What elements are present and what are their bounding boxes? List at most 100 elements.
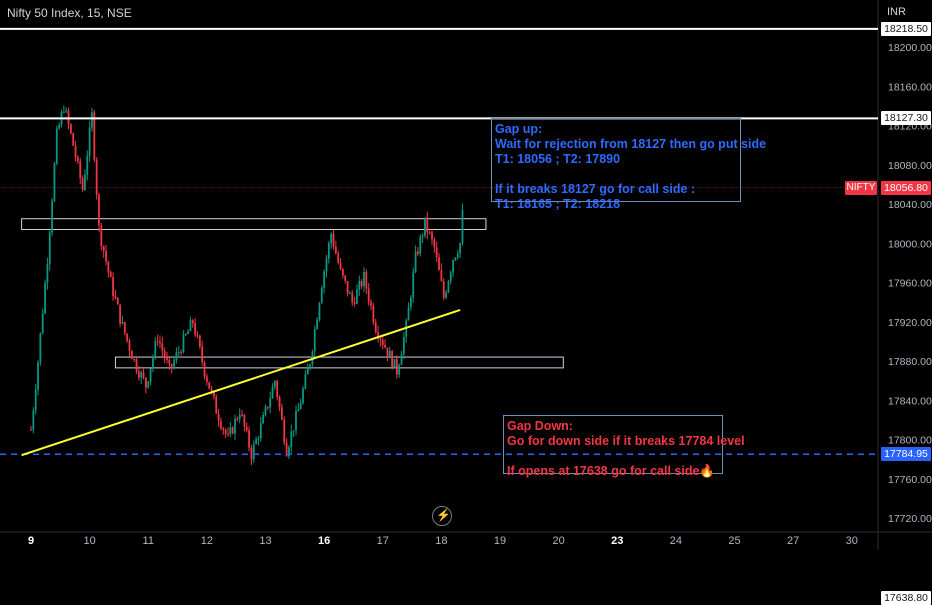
candle-body (295, 411, 297, 431)
candle-body (238, 414, 241, 420)
candle-body (163, 350, 166, 359)
candle-body (62, 111, 65, 113)
chart-title: Nifty 50 Index, 15, NSE (7, 6, 132, 20)
candle-body (198, 335, 201, 347)
candle-body (459, 243, 462, 254)
tradingview-logo-icon[interactable]: ⚡ (432, 506, 452, 526)
candle-body (154, 340, 157, 357)
candle-body (297, 409, 300, 412)
candle-body (191, 320, 194, 324)
candle-body (409, 297, 412, 308)
candle-body (77, 157, 79, 161)
candle-body (320, 287, 323, 304)
candle-body (109, 272, 112, 278)
candle-body (173, 360, 175, 367)
candle-body (402, 336, 405, 355)
candle-body (196, 335, 199, 337)
candle-body (351, 293, 354, 303)
y-tick-label: 17920.00 (888, 317, 932, 329)
candle-body (180, 351, 182, 353)
candle-body (91, 112, 93, 128)
candle-body (386, 347, 389, 357)
candle-body (323, 271, 326, 288)
candle-body (95, 159, 98, 195)
candle-body (126, 333, 129, 341)
x-tick-label: 18 (435, 535, 447, 547)
candle-body (243, 414, 246, 427)
candle-body (330, 233, 333, 244)
y-tick-label: 17800.00 (888, 435, 932, 447)
candle-body (292, 430, 295, 432)
x-tick-label: 25 (728, 535, 740, 547)
candle-body (81, 178, 84, 190)
candle-body (102, 246, 105, 251)
note-line: Gap up: (495, 122, 543, 136)
candle-body (259, 423, 262, 439)
candle-body (72, 133, 75, 146)
candle-body (213, 391, 215, 397)
candle-body (34, 389, 37, 411)
candle-body (231, 427, 234, 434)
x-tick-label: 24 (670, 535, 682, 547)
gap-up-note: Gap up: Wait for rejection from 18127 th… (491, 118, 767, 211)
candle-body (400, 354, 403, 366)
x-tick-label: 10 (84, 535, 96, 547)
candle-body (431, 232, 433, 240)
candle-body (149, 368, 152, 382)
candle-body (32, 410, 35, 430)
trendline (21, 309, 461, 457)
candle-body (276, 381, 279, 397)
candle-body (98, 194, 100, 226)
x-tick-label: 27 (787, 535, 799, 547)
y-tick-label: 17880.00 (888, 356, 932, 368)
candle-body (123, 322, 126, 334)
candle-body (203, 362, 206, 377)
candle-body (339, 262, 342, 269)
note-line (495, 167, 740, 182)
candle-body (346, 280, 349, 294)
candle-body (442, 281, 445, 298)
candle-body (379, 338, 382, 340)
note-line: Wait for rejection from 18127 then go pu… (495, 137, 767, 151)
candle-body (222, 428, 225, 430)
candle-body (245, 426, 248, 431)
candle-body (281, 407, 283, 420)
candle-body (55, 128, 58, 164)
y-tick-label: 17960.00 (888, 278, 932, 290)
candle-body (37, 362, 39, 390)
candle-body (461, 210, 464, 244)
candle-body (304, 374, 307, 389)
candle-body (241, 414, 243, 416)
candle-body (435, 247, 438, 257)
note-line: If it breaks 18127 go for call side : (495, 182, 696, 196)
candle-body (130, 350, 133, 360)
y-tick-label: 18160.00 (888, 81, 932, 93)
candle-body (65, 110, 68, 112)
candle-body (48, 232, 51, 265)
candle-body (358, 281, 361, 290)
candle-body (288, 447, 290, 457)
candle-body (116, 297, 119, 305)
candle-body (229, 427, 232, 435)
candle-body (325, 258, 328, 272)
candle-body (372, 305, 375, 323)
candle-body (105, 250, 107, 262)
candle-body (370, 301, 372, 306)
chart-canvas[interactable]: 18200.0018160.0018120.0018080.0018040.00… (0, 0, 932, 550)
candle-body (46, 264, 49, 283)
price-label: 17784.95 (881, 447, 931, 462)
candle-body (88, 127, 91, 156)
candle-body (30, 429, 32, 431)
candle-body (187, 331, 190, 335)
y-tick-label: 18200.00 (888, 42, 932, 54)
candle-body (119, 304, 122, 324)
candle-body (257, 438, 260, 440)
candle-body (393, 359, 396, 368)
gap-down-note: Gap Down: Go for down side if it breaks … (503, 415, 745, 478)
candle-body (428, 232, 431, 234)
price-label: 18127.30 (881, 111, 931, 126)
candle-body (86, 155, 89, 175)
candle-body (384, 344, 386, 348)
candle-body (44, 282, 46, 314)
candle-body (426, 217, 429, 233)
